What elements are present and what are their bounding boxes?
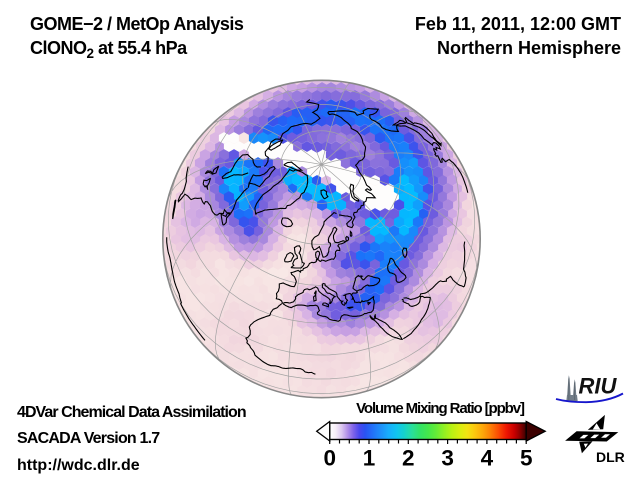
svg-text:RIU: RIU (579, 374, 618, 399)
svg-text:1: 1 (363, 446, 376, 470)
svg-text:5: 5 (520, 446, 533, 470)
svg-text:0: 0 (323, 446, 336, 470)
svg-text:4: 4 (481, 446, 494, 470)
svg-text:3: 3 (441, 446, 454, 470)
svg-text:DLR: DLR (596, 449, 625, 465)
svg-text:2: 2 (402, 446, 415, 470)
